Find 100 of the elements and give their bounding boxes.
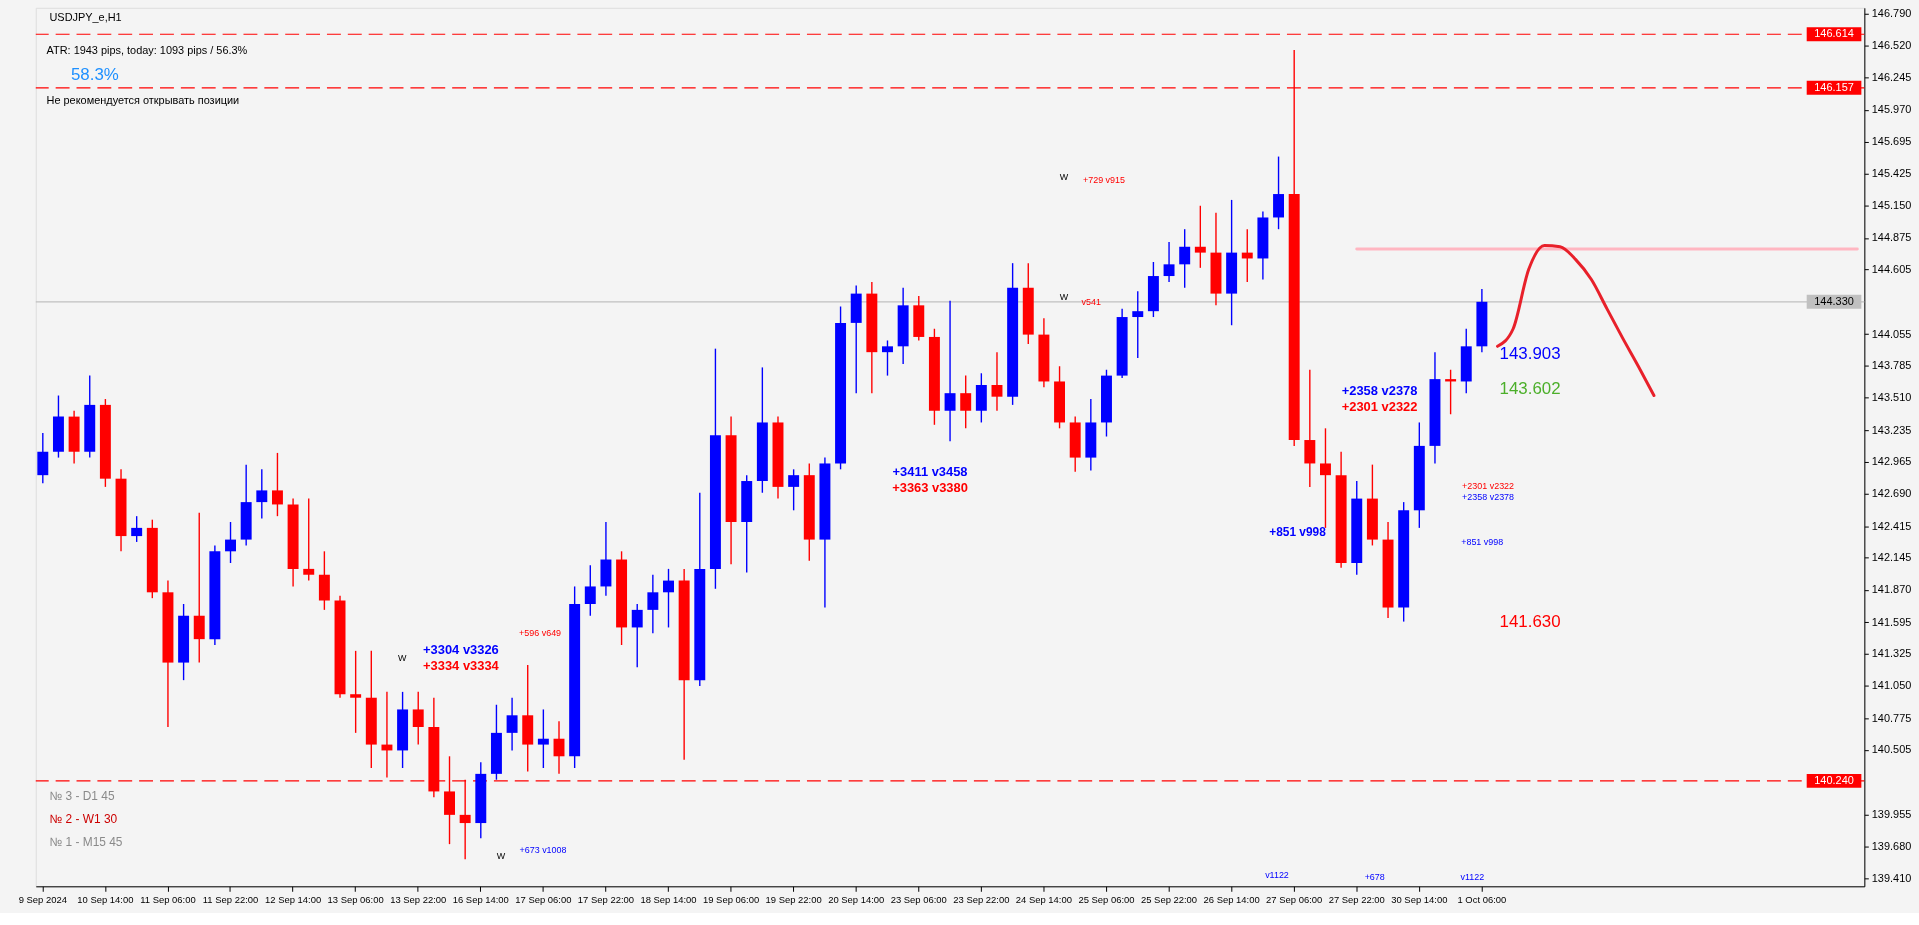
y-tick-label: 145.425 xyxy=(1871,167,1912,180)
x-tick-label: 20 Sep 14:00 xyxy=(828,893,885,905)
annotation: v1122 xyxy=(1265,869,1289,880)
x-tick-label: 27 Sep 06:00 xyxy=(1266,893,1323,905)
x-tick-label: 11 Sep 22:00 xyxy=(202,893,259,905)
ref-line-label: 146.157 xyxy=(1814,80,1854,93)
candlestick xyxy=(1194,205,1206,269)
x-tick-label: 19 Sep 06:00 xyxy=(702,893,760,905)
y-tick-label: 139.680 xyxy=(1871,839,1912,852)
candlestick xyxy=(131,515,143,543)
y-tick-label: 140.775 xyxy=(1871,711,1912,724)
candlestick xyxy=(350,650,362,734)
x-tick-label: 13 Sep 22:00 xyxy=(390,893,447,905)
y-tick-label: 144.875 xyxy=(1871,231,1912,244)
candlestick xyxy=(37,432,49,485)
y-tick-label: 145.970 xyxy=(1871,103,1912,116)
x-tick-label: 17 Sep 22:00 xyxy=(577,893,635,905)
candlestick xyxy=(944,299,956,442)
x-tick-label: 23 Sep 06:00 xyxy=(890,893,947,905)
ref-line-label: 146.614 xyxy=(1814,27,1854,40)
y-tick-label: 139.955 xyxy=(1871,807,1912,820)
candlestick xyxy=(584,564,596,617)
candlestick xyxy=(256,468,268,520)
candlestick xyxy=(788,468,800,512)
y-tick-label: 146.520 xyxy=(1871,38,1912,51)
annotation: +2301 v2322 xyxy=(1341,399,1418,415)
y-tick-label: 145.150 xyxy=(1871,199,1912,212)
annotation: ATR: 1943 pips, today: 1093 pips / 56.3% xyxy=(46,43,248,56)
candlestick xyxy=(506,697,518,752)
ref-line-label: 144.330 xyxy=(1814,294,1854,307)
candlestick xyxy=(225,521,236,564)
annotation: 143.602 xyxy=(1499,379,1561,399)
y-tick-label: 144.605 xyxy=(1871,263,1912,276)
candlestick xyxy=(647,574,659,634)
candlestick xyxy=(882,339,893,377)
y-tick-label: 141.870 xyxy=(1871,583,1912,596)
x-tick-label: 26 Sep 14:00 xyxy=(1203,893,1260,905)
x-tick-label: 27 Sep 22:00 xyxy=(1328,893,1385,905)
annotation: № 3 - D1 45 xyxy=(49,788,115,803)
annotation: +3304 v3326 xyxy=(423,642,499,658)
x-tick-label: 13 Sep 06:00 xyxy=(327,893,384,905)
annotation: № 1 - M15 45 xyxy=(49,835,123,850)
x-tick-label: 16 Sep 14:00 xyxy=(452,893,509,905)
candlestick xyxy=(1163,241,1175,283)
annotation: +851 v998 xyxy=(1461,536,1504,547)
candlestick xyxy=(1320,427,1331,529)
annotation: +3411 v3458 xyxy=(892,464,968,480)
candlestick xyxy=(412,691,424,746)
candlestick xyxy=(303,497,315,582)
annotation: Не рекомендуется открывать позиции xyxy=(46,94,240,107)
y-tick-label: 141.595 xyxy=(1871,615,1912,628)
candlestick xyxy=(1273,155,1285,230)
candlestick xyxy=(991,351,1003,412)
y-tick-label: 143.510 xyxy=(1871,391,1912,404)
y-tick-label: 140.505 xyxy=(1871,743,1912,756)
candlestick xyxy=(193,511,205,664)
y-tick-label: 146.790 xyxy=(1871,7,1912,20)
y-tick-label: 143.235 xyxy=(1871,423,1912,436)
y-tick-label: 142.415 xyxy=(1871,519,1912,532)
y-tick-label: 145.695 xyxy=(1871,135,1912,148)
annotation: +2358 v2378 xyxy=(1341,383,1418,399)
annotation: W xyxy=(398,652,408,663)
annotation: W xyxy=(1059,291,1069,302)
annotation: W xyxy=(496,851,506,862)
y-tick-label: 142.145 xyxy=(1871,551,1912,564)
y-tick-label: 142.965 xyxy=(1871,455,1912,468)
line-series xyxy=(1496,244,1656,398)
y-tick-label: 139.410 xyxy=(1871,871,1912,884)
annotation: +596 v649 xyxy=(519,628,562,639)
candlestick xyxy=(631,603,643,668)
x-tick-label: 17 Sep 06:00 xyxy=(515,893,572,905)
x-tick-label: 11 Sep 06:00 xyxy=(140,893,196,905)
annotation: № 2 - W1 30 xyxy=(49,811,118,826)
x-tick-label: 9 Sep 2024 xyxy=(18,893,67,905)
candlestick xyxy=(271,452,283,517)
annotation: +3363 v3380 xyxy=(892,480,968,496)
annotation: W xyxy=(1059,171,1069,182)
x-tick-label: 12 Sep 14:00 xyxy=(265,893,322,905)
annotation: +678 xyxy=(1364,871,1385,882)
candlestick xyxy=(537,708,549,769)
x-tick-label: 30 Sep 14:00 xyxy=(1391,893,1448,905)
x-tick-label: 24 Sep 14:00 xyxy=(1015,893,1072,905)
candlestick xyxy=(663,568,674,629)
y-tick-label: 142.690 xyxy=(1871,487,1912,500)
annotation: 58.3% xyxy=(70,65,119,85)
chart-title: USDJPY_e,H1 xyxy=(49,10,122,23)
x-tick-label: 25 Sep 22:00 xyxy=(1140,893,1198,905)
annotation: 143.903 xyxy=(1499,344,1561,364)
candlestick xyxy=(1132,290,1144,359)
annotation: +3334 v3334 xyxy=(423,657,500,673)
candlestick xyxy=(1304,369,1316,488)
candlestick xyxy=(960,374,972,430)
annotation: +851 v998 xyxy=(1269,524,1327,539)
y-tick-label: 141.325 xyxy=(1871,647,1912,660)
annotation: v541 xyxy=(1081,296,1101,307)
x-tick-label: 10 Sep 14:00 xyxy=(77,893,134,905)
annotation: +729 v915 xyxy=(1082,174,1126,185)
x-tick-label: 23 Sep 22:00 xyxy=(953,893,1010,905)
x-tick-label: 25 Sep 06:00 xyxy=(1078,893,1135,905)
annotation: +2358 v2378 xyxy=(1462,491,1515,502)
